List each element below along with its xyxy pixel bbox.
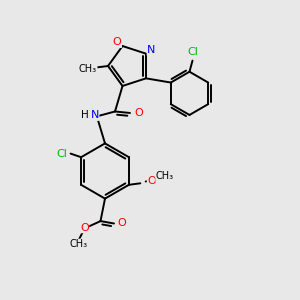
Text: O: O xyxy=(147,176,156,186)
Text: O: O xyxy=(117,218,126,229)
Text: CH₃: CH₃ xyxy=(79,64,97,74)
Text: H: H xyxy=(80,110,88,120)
Text: O: O xyxy=(134,108,143,118)
Text: Cl: Cl xyxy=(56,148,67,159)
Text: O: O xyxy=(113,38,122,47)
Text: O: O xyxy=(80,223,89,233)
Text: N: N xyxy=(147,45,156,55)
Text: N: N xyxy=(90,110,99,120)
Text: CH₃: CH₃ xyxy=(70,239,88,249)
Text: CH₃: CH₃ xyxy=(156,171,174,182)
Text: Cl: Cl xyxy=(188,46,199,57)
